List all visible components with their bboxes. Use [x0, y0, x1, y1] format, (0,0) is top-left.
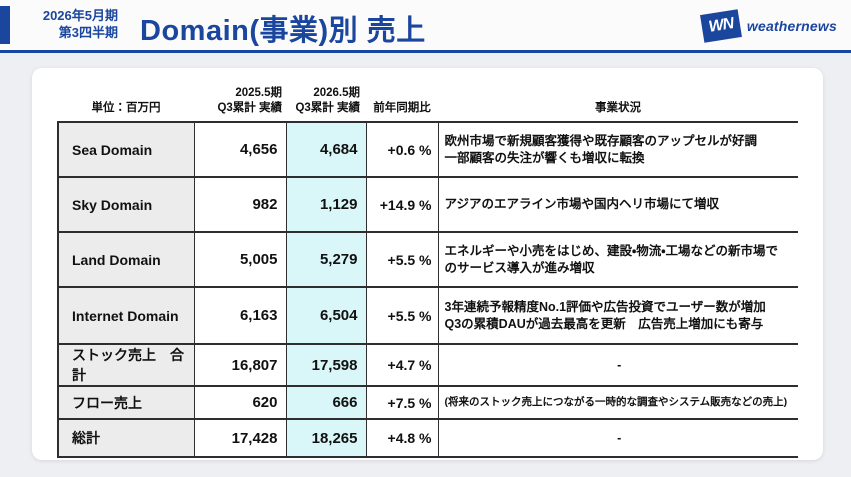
table-row-stock-sales-total: ストック売上 合計 16,807 17,598 +4.7 % - — [57, 343, 798, 387]
fiscal-period: 2026年5月期 第3四半期 — [20, 8, 118, 42]
row-label: フロー売上 — [57, 385, 195, 420]
value-yoy: +5.5 % — [365, 286, 439, 345]
value-yoy: +0.6 % — [365, 121, 439, 178]
row-label: ストック売上 合計 — [57, 343, 195, 387]
table-row-flow-sales: フロー売上 620 666 +7.5 % (将来のストック売上につながる一時的な… — [57, 385, 798, 420]
status-text: エネルギーや小売をはじめ、建設・物流・工場などの新市場で のサービス導入が進み増… — [437, 231, 798, 288]
value-2026: 666 — [285, 385, 367, 420]
page-title: Domain(事業)別 売上 — [140, 15, 426, 47]
table-row-internet-domain: Internet Domain 6,163 6,504 +5.5 % 3年連続予… — [57, 286, 798, 345]
row-label: 総計 — [57, 418, 195, 458]
value-2026: 17,598 — [285, 343, 367, 387]
status-text: 欧州市場で新規顧客獲得や既存顧客のアップセルが好調 一部顧客の失注が響くも増収に… — [437, 121, 798, 178]
status-text: アジアのエアライン市場や国内ヘリ市場にて増収 — [437, 176, 798, 233]
row-label: Sea Domain — [57, 121, 195, 178]
status-text: 3年連続予報精度No.1評価や広告投資でユーザー数が増加 Q3の累積DAUが過去… — [437, 286, 798, 345]
value-2025: 16,807 — [193, 343, 287, 387]
content-card: 単位：百万円 2025.5期 Q3累計 実績 2026.5期 Q3累計 実績 前… — [32, 68, 823, 460]
table-row-grand-total: 総計 17,428 18,265 +4.8 % - — [57, 418, 798, 458]
value-yoy: +4.8 % — [365, 418, 439, 458]
row-label: Sky Domain — [57, 176, 195, 233]
unit-label: 単位：百万円 — [91, 102, 161, 115]
fiscal-period-line1: 2026年5月期 — [42, 8, 118, 23]
table-row-land-domain: Land Domain 5,005 5,279 +5.5 % エネルギーや小売を… — [57, 231, 798, 288]
logo-wordmark: weathernews — [746, 18, 837, 34]
value-2025: 5,005 — [193, 231, 287, 288]
column-header-status: 事業状況 — [595, 102, 641, 115]
table-row-sea-domain: Sea Domain 4,656 4,684 +0.6 % 欧州市場で新規顧客獲… — [57, 121, 798, 178]
value-2026: 5,279 — [285, 231, 367, 288]
domain-sales-table: 単位：百万円 2025.5期 Q3累計 実績 2026.5期 Q3累計 実績 前… — [57, 82, 798, 458]
value-yoy: +4.7 % — [365, 343, 439, 387]
value-2025: 620 — [193, 385, 287, 420]
column-header-2026: 2026.5期 Q3累計 実績 — [295, 87, 360, 115]
slide-header: 2026年5月期 第3四半期 Domain(事業)別 売上 WN weather… — [0, 0, 851, 50]
column-header-yoy: 前年同期比 — [373, 102, 431, 115]
weathernews-logo: WN weathernews — [699, 9, 837, 43]
fiscal-period-line2: 第3四半期 — [58, 24, 118, 40]
value-2026: 1,129 — [285, 176, 367, 233]
value-2025: 982 — [193, 176, 287, 233]
value-2026: 18,265 — [285, 418, 367, 458]
value-2026: 6,504 — [285, 286, 367, 345]
value-2025: 17,428 — [193, 418, 287, 458]
status-text: - — [437, 343, 798, 387]
table-header: 単位：百万円 2025.5期 Q3累計 実績 2026.5期 Q3累計 実績 前… — [58, 82, 798, 122]
value-2026: 4,684 — [285, 121, 367, 178]
header-divider — [0, 50, 851, 53]
value-2025: 6,163 — [193, 286, 287, 345]
value-yoy: +14.9 % — [365, 176, 439, 233]
row-label: Internet Domain — [57, 286, 195, 345]
row-label: Land Domain — [57, 231, 195, 288]
wn-logo-icon: WN — [699, 9, 742, 43]
value-yoy: +7.5 % — [365, 385, 439, 420]
value-2025: 4,656 — [193, 121, 287, 178]
column-header-2025: 2025.5期 Q3累計 実績 — [217, 87, 282, 115]
status-text: (将来のストック売上につながる一時的な調査やシステム販売などの売上) — [437, 385, 798, 420]
status-text: - — [437, 418, 798, 458]
header-accent-bar — [0, 6, 10, 44]
value-yoy: +5.5 % — [365, 231, 439, 288]
table-row-sky-domain: Sky Domain 982 1,129 +14.9 % アジアのエアライン市場… — [57, 176, 798, 233]
